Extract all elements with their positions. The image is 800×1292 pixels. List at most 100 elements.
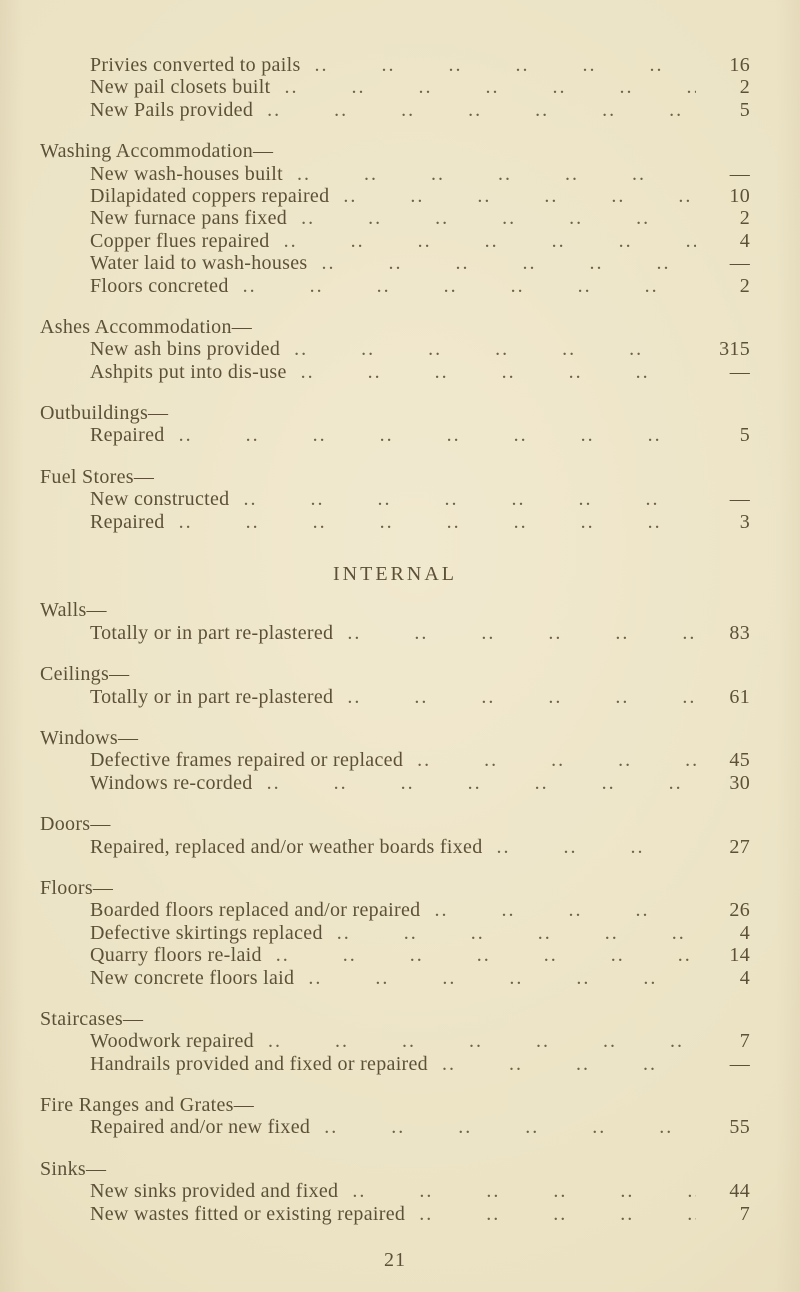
row-value: 44	[729, 1180, 750, 1203]
row-label: Repaired and/or new fixed	[90, 1116, 311, 1139]
report-section-sinks: Sinks— New sinks provided and fixed 44 N…	[40, 1158, 750, 1225]
section-heading: Outbuildings—	[40, 402, 169, 425]
row-label: New sinks provided and fixed	[90, 1180, 339, 1203]
table-row: New sinks provided and fixed 44	[40, 1180, 750, 1202]
leader-dots	[253, 99, 696, 121]
section-heading: Fuel Stores—	[40, 465, 155, 488]
row-label: Dilapidated coppers repaired	[90, 184, 330, 207]
row-label: Repaired, replaced and/or weather boards…	[90, 835, 483, 858]
section-heading: Walls—	[40, 599, 107, 622]
report-section-walls: Walls— Totally or in part re-plastered 8…	[40, 599, 750, 644]
row-value: 3	[739, 510, 750, 533]
row-label: New pail closets built	[90, 76, 271, 99]
row-label: Woodwork repaired	[90, 1030, 254, 1053]
row-value: 4	[739, 229, 750, 252]
leader-dots	[333, 622, 696, 644]
table-row: New pail closets built 2	[40, 76, 750, 98]
row-value: 5	[739, 424, 750, 447]
leader-dots	[270, 76, 696, 98]
table-row: Repaired 3	[40, 511, 750, 533]
report-section-staircases: Staircases— Woodwork repaired 7 Handrail…	[40, 1008, 750, 1075]
table-row: New ash bins provided 315	[40, 338, 750, 360]
table-row: Repaired, replaced and/or weather boards…	[40, 836, 750, 858]
report-section-ashes-accommodation: Ashes Accommodation— New ash bins provid…	[40, 316, 750, 383]
section-heading: Ceilings—	[40, 663, 130, 686]
row-value: 7	[739, 1202, 750, 1225]
report-section-sanitary-continuation: Privies converted to pails 16 New pail c…	[40, 54, 750, 121]
row-value: 16	[729, 54, 750, 76]
page-number: 21	[384, 1249, 406, 1272]
leader-dots	[329, 185, 696, 207]
row-value: —	[729, 252, 750, 275]
table-row: Totally or in part re-plastered 61	[40, 686, 750, 708]
row-value: —	[729, 1052, 750, 1075]
row-label: Privies converted to pails	[90, 54, 301, 76]
row-label: Repaired	[90, 510, 165, 533]
table-row: Water laid to wash-houses —	[40, 252, 750, 274]
section-heading: Ashes Accommodation—	[40, 315, 253, 338]
table-row: Defective frames repaired or replaced 45	[40, 749, 750, 771]
row-value: 30	[729, 771, 750, 794]
row-label: New Pails provided	[90, 98, 254, 121]
row-value: —	[729, 488, 750, 511]
row-value: —	[729, 162, 750, 185]
table-row: Dilapidated coppers repaired 10	[40, 185, 750, 207]
leader-dots	[405, 1203, 696, 1225]
row-value: 26	[729, 899, 750, 922]
table-row: New wastes fitted or existing repaired 7	[40, 1203, 750, 1225]
row-label: New constructed	[90, 488, 230, 511]
leader-dots	[323, 922, 696, 944]
leader-dots	[287, 361, 696, 383]
leader-dots	[229, 275, 696, 297]
row-value: 45	[729, 749, 750, 772]
report-section-washing-accommodation: Washing Accommodation— New wash-houses b…	[40, 140, 750, 297]
report-section-floors: Floors— Boarded floors replaced and/or r…	[40, 877, 750, 989]
table-row: New concrete floors laid 4	[40, 967, 750, 989]
report-section-ceilings: Ceilings— Totally or in part re-plastere…	[40, 663, 750, 708]
row-value: 2	[739, 76, 750, 99]
row-value: 61	[729, 685, 750, 708]
leader-dots	[483, 836, 696, 858]
leader-dots	[165, 511, 696, 533]
leader-dots	[270, 230, 696, 252]
row-value: 2	[739, 274, 750, 297]
row-value: 14	[729, 944, 750, 967]
table-row: Windows re-corded 30	[40, 772, 750, 794]
table-row: New wash-houses built —	[40, 163, 750, 185]
leader-dots	[229, 488, 696, 510]
row-value: 4	[739, 966, 750, 989]
leader-dots	[338, 1180, 696, 1202]
leader-dots	[280, 338, 696, 360]
row-value: 10	[729, 184, 750, 207]
leader-dots	[403, 749, 696, 771]
row-label: New wash-houses built	[90, 162, 283, 185]
leader-dots	[294, 967, 696, 989]
row-label: Floors concreted	[90, 274, 229, 297]
report-section-fuel-stores: Fuel Stores— New constructed — Repaired …	[40, 466, 750, 533]
report-section-windows: Windows— Defective frames repaired or re…	[40, 727, 750, 794]
section-heading: Windows—	[40, 726, 139, 749]
table-row: Boarded floors replaced and/or repaired …	[40, 899, 750, 921]
section-heading: Staircases—	[40, 1007, 144, 1030]
internal-section-title: INTERNAL	[333, 563, 457, 586]
table-row: Handrails provided and fixed or repaired…	[40, 1053, 750, 1075]
row-value: 7	[739, 1030, 750, 1053]
leader-dots	[333, 686, 696, 708]
row-value: 5	[739, 98, 750, 121]
row-label: New ash bins provided	[90, 338, 281, 361]
row-label: Defective frames repaired or replaced	[90, 749, 404, 772]
row-label: Boarded floors replaced and/or repaired	[90, 899, 421, 922]
report-section-fire-ranges-and-grates: Fire Ranges and Grates— Repaired and/or …	[40, 1094, 750, 1139]
leader-dots	[308, 252, 697, 274]
row-label: Windows re-corded	[90, 771, 253, 794]
table-row: Defective skirtings replaced 4	[40, 922, 750, 944]
leader-dots	[428, 1053, 696, 1075]
report-section-doors: Doors— Repaired, replaced and/or weather…	[40, 813, 750, 858]
table-row: Repaired and/or new fixed 55	[40, 1116, 750, 1138]
row-value: 4	[739, 921, 750, 944]
row-label: New concrete floors laid	[90, 966, 295, 989]
table-row: Privies converted to pails 16	[40, 54, 750, 76]
row-label: Totally or in part re-plastered	[90, 621, 334, 644]
section-heading: Washing Accommodation—	[40, 140, 274, 163]
